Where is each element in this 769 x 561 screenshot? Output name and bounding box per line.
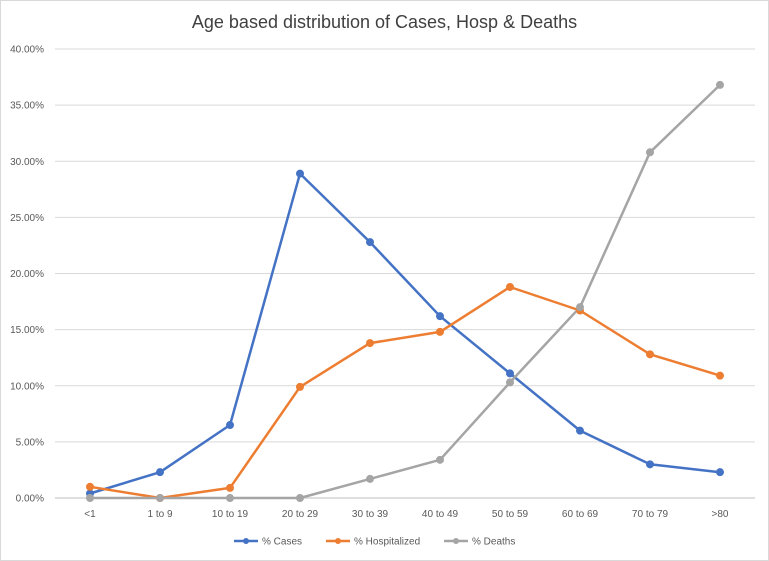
data-point <box>296 494 304 502</box>
y-tick-label: 35.00% <box>10 101 44 112</box>
data-point <box>576 426 584 435</box>
y-tick-label: 25.00% <box>10 213 44 224</box>
x-tick-label: 1 to 9 <box>147 509 172 520</box>
data-point <box>366 474 374 483</box>
data-point <box>576 303 584 312</box>
legend-swatch-marker <box>453 538 459 544</box>
data-point <box>646 148 654 157</box>
x-tick-label: 70 to 79 <box>632 509 669 520</box>
legend-label: % Deaths <box>472 537 515 548</box>
y-tick-label: 0.00% <box>16 494 44 505</box>
y-tick-label: 20.00% <box>10 269 44 280</box>
data-point <box>436 327 444 336</box>
y-tick-label: 30.00% <box>10 157 44 168</box>
data-point <box>506 369 514 378</box>
data-point <box>296 169 304 178</box>
data-point <box>436 312 444 321</box>
series-line-1 <box>88 285 722 500</box>
data-point <box>366 238 374 247</box>
y-tick-label: 10.00% <box>10 381 44 392</box>
legend-label: % Hospitalized <box>354 537 420 548</box>
data-point <box>716 468 724 477</box>
data-point <box>86 494 94 502</box>
legend-swatch-marker <box>243 538 249 544</box>
data-point <box>296 382 304 391</box>
data-point <box>716 371 724 380</box>
x-tick-label: <1 <box>84 509 96 520</box>
data-point <box>86 482 94 491</box>
x-tick-label: 10 to 19 <box>212 509 249 520</box>
legend-swatch-marker <box>335 538 341 544</box>
x-tick-label: 50 to 59 <box>492 509 529 520</box>
data-point <box>506 282 514 291</box>
data-point <box>156 494 164 502</box>
series-line-2 <box>88 83 722 500</box>
x-tick-label: 30 to 39 <box>352 509 389 520</box>
data-point <box>226 494 234 502</box>
data-point <box>366 339 374 348</box>
data-point <box>716 80 724 89</box>
data-point <box>646 350 654 359</box>
data-point <box>506 378 514 387</box>
y-tick-label: 5.00% <box>16 437 44 448</box>
y-tick-label: 15.00% <box>10 325 44 336</box>
x-tick-label: >80 <box>712 509 729 520</box>
x-tick-label: 40 to 49 <box>422 509 459 520</box>
data-point <box>226 421 234 430</box>
series-line-0 <box>88 172 722 495</box>
data-point <box>646 460 654 469</box>
data-point <box>226 483 234 492</box>
legend-label: % Cases <box>262 537 302 548</box>
chart-title: Age based distribution of Cases, Hosp & … <box>191 12 578 32</box>
x-tick-label: 20 to 29 <box>282 509 319 520</box>
data-point <box>156 468 164 477</box>
x-tick-label: 60 to 69 <box>562 509 599 520</box>
data-point <box>436 455 444 464</box>
y-tick-label: 40.00% <box>10 45 44 56</box>
